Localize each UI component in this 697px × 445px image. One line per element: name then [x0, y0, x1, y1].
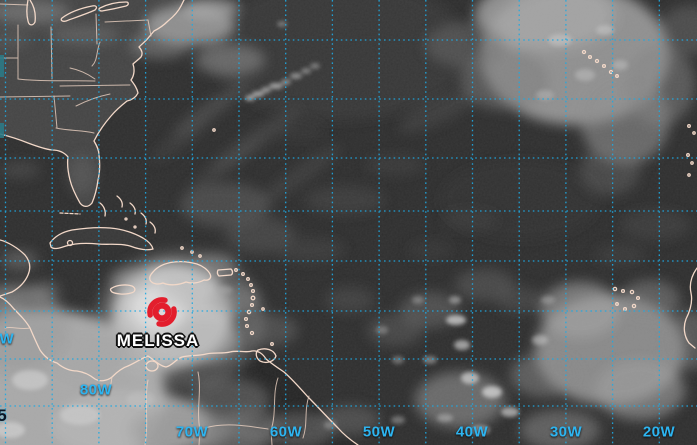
lat-label-fragment: 5: [0, 406, 7, 425]
lon-label-50w: 50W: [362, 423, 396, 441]
state-country-borders: [0, 3, 310, 445]
lon-label-60w: 60W: [269, 423, 303, 441]
lon-label-20w: 20W: [642, 423, 676, 441]
storm-name-label: MELISSA: [116, 331, 200, 350]
clipped-latitude-label: [0, 55, 4, 77]
tropical-storm-icon: [147, 297, 177, 327]
lon-label-30w: 30W: [549, 423, 583, 441]
lon-label-90w: 90W: [0, 330, 15, 348]
lon-label-40w: 40W: [455, 423, 489, 441]
lon-label-80w: 80W: [79, 381, 113, 399]
lon-label-70w: 70W: [175, 423, 209, 441]
clipped-latitude-label: [0, 123, 4, 138]
